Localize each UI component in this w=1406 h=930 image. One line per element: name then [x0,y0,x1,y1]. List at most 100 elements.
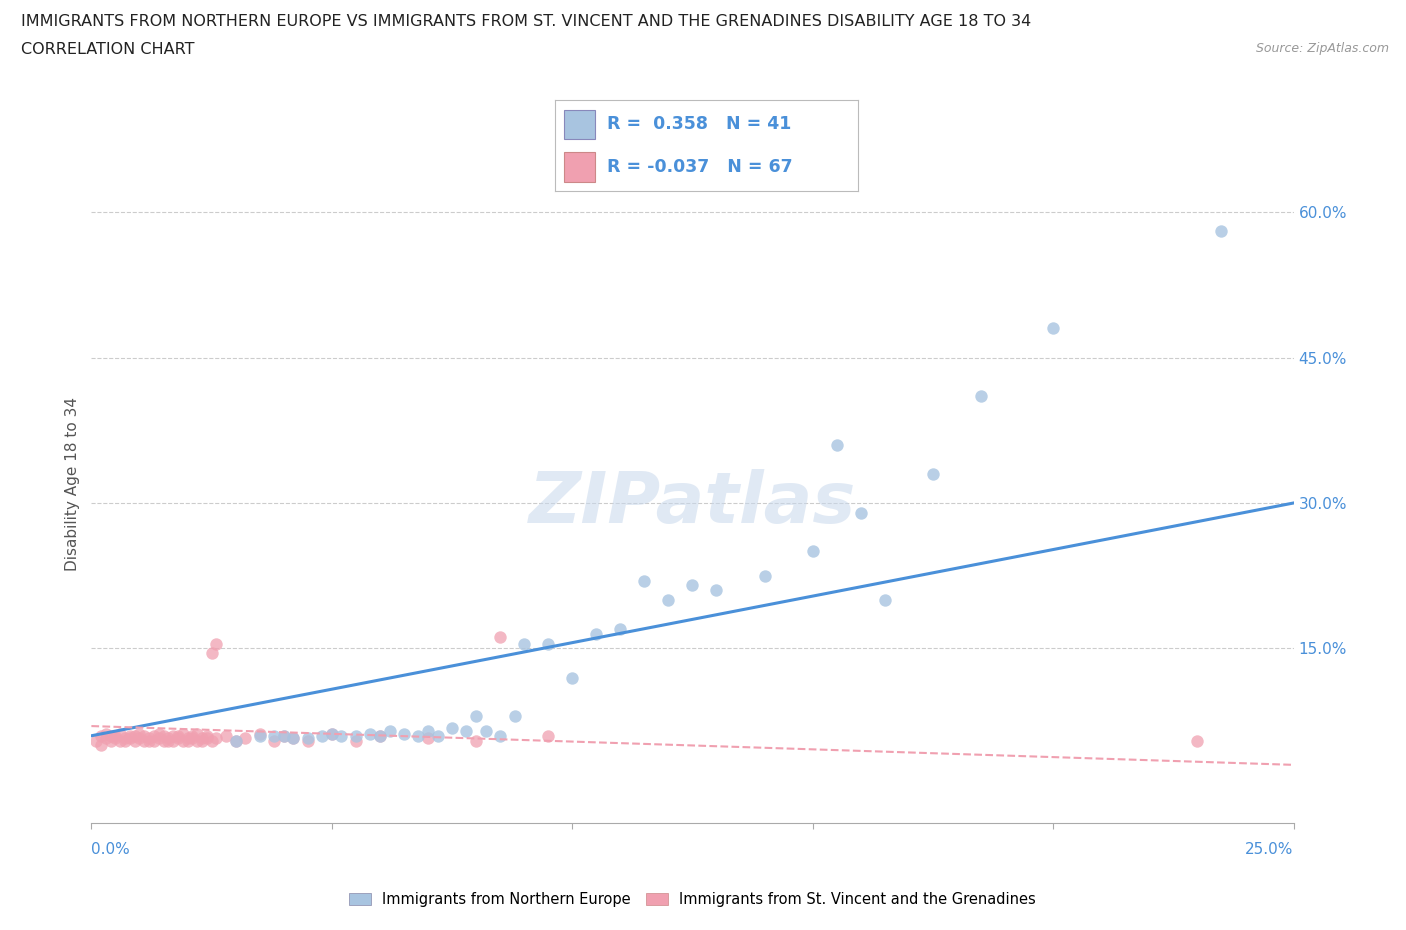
Point [392,726,415,741]
Text: 0.0%: 0.0% [91,842,131,857]
Text: Source: ZipAtlas.com: Source: ZipAtlas.com [1256,42,1389,55]
Point [1187,733,1209,748]
Point [172,733,194,748]
Point [263,733,285,748]
Point [474,724,496,738]
Point [118,730,141,745]
Point [205,730,228,745]
Point [114,733,136,748]
Point [148,730,170,745]
Point [233,730,256,745]
Point [283,730,305,745]
Point [585,627,607,642]
Point [181,730,204,745]
Point [128,730,150,745]
Point [849,505,872,520]
Point [368,728,391,743]
Point [90,728,112,743]
Y-axis label: Disability Age 18 to 34: Disability Age 18 to 34 [65,396,80,571]
Point [90,738,112,753]
Point [537,636,560,651]
Point [134,728,156,743]
Point [321,726,343,741]
Point [416,730,439,745]
Point [706,583,728,598]
Point [489,630,512,644]
Point [167,730,190,745]
Point [489,728,512,743]
Point [94,730,117,745]
Point [94,726,117,741]
Point [426,728,449,743]
Point [152,733,174,748]
Point [368,728,391,743]
Point [181,728,204,743]
Point [186,733,208,748]
Text: 25.0%: 25.0% [1246,842,1294,857]
Point [84,733,107,748]
Point [465,733,488,748]
Point [344,728,367,743]
Point [142,728,165,743]
Point [110,726,132,741]
Point [201,733,224,748]
Point [681,578,703,593]
Point [201,646,224,661]
Point [128,726,150,741]
Point [297,733,319,748]
Point [283,730,305,745]
Point [263,728,285,743]
Point [359,726,381,741]
Point [191,733,214,748]
Legend: Immigrants from Northern Europe, Immigrants from St. Vincent and the Grenadines: Immigrants from Northern Europe, Immigra… [349,893,1036,908]
Point [1211,224,1233,239]
Point [440,721,463,736]
Point [537,728,560,743]
Point [344,733,367,748]
Point [408,728,430,743]
Point [225,733,247,748]
Point [321,726,343,741]
Point [162,728,184,743]
Point [162,733,184,748]
Point [100,733,122,748]
Point [465,709,488,724]
Point [191,730,214,745]
Point [416,724,439,738]
Point [249,728,271,743]
Point [148,726,170,741]
Point [138,730,160,745]
Point [172,726,194,741]
FancyBboxPatch shape [564,153,595,181]
Point [561,671,583,685]
Point [134,733,156,748]
Point [456,724,478,738]
Point [970,389,993,404]
Point [273,728,295,743]
Point [330,728,353,743]
Point [754,568,776,583]
Point [378,724,401,738]
Point [633,573,655,588]
Point [825,437,848,452]
Text: R =  0.358   N = 41: R = 0.358 N = 41 [607,115,792,133]
Point [157,730,180,745]
Point [138,733,160,748]
Point [167,728,190,743]
Point [273,728,295,743]
Point [176,733,198,748]
Point [114,730,136,745]
Point [297,730,319,745]
Point [503,709,526,724]
Point [1042,321,1064,336]
Point [104,728,127,743]
Point [225,733,247,748]
Point [922,467,945,482]
Point [186,726,208,741]
Text: ZIPatlas: ZIPatlas [529,470,856,538]
Point [142,733,165,748]
Point [100,728,122,743]
Point [118,728,141,743]
Point [513,636,536,651]
Point [311,728,333,743]
